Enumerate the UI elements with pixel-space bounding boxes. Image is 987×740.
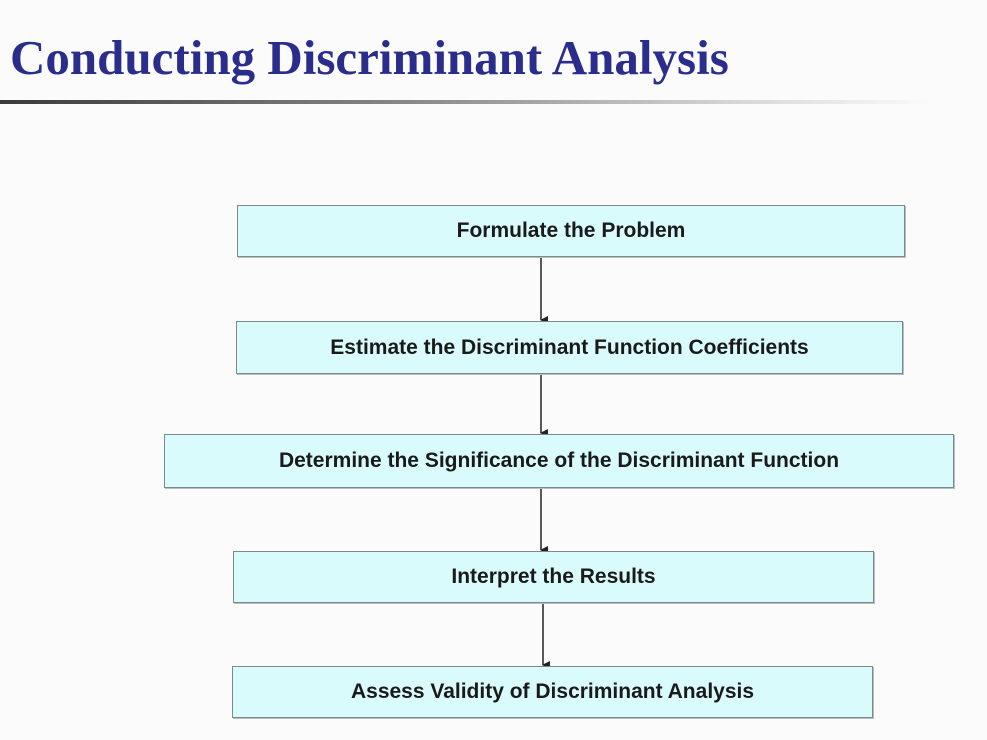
step-determine-significance: Determine the Significance of the Discri… — [164, 434, 954, 488]
step-label: Interpret the Results — [451, 565, 656, 588]
step-label: Determine the Significance of the Discri… — [278, 449, 840, 472]
step-estimate-coefficients: Estimate the Discriminant Function Coeff… — [236, 321, 903, 374]
title-underline — [0, 100, 930, 104]
step-formulate-problem: Formulate the Problem — [237, 205, 905, 257]
step-interpret-results: Interpret the Results — [233, 551, 874, 603]
slide-title: Conducting Discriminant Analysis — [10, 30, 729, 85]
step-label: Assess Validity of Discriminant Analysis — [350, 680, 755, 703]
step-assess-validity: Assess Validity of Discriminant Analysis — [232, 666, 873, 718]
step-label: Estimate the Discriminant Function Coeff… — [330, 335, 809, 359]
step-label: Formulate the Problem — [456, 219, 686, 242]
